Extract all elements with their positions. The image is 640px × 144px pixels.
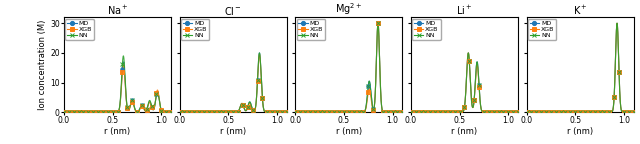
Title: Mg$^{2+}$: Mg$^{2+}$ (335, 1, 362, 17)
X-axis label: r (nm): r (nm) (336, 127, 362, 136)
Legend: MD, XGB, NN: MD, XGB, NN (528, 19, 556, 40)
X-axis label: r (nm): r (nm) (104, 127, 131, 136)
X-axis label: r (nm): r (nm) (220, 127, 246, 136)
Title: Cl$^-$: Cl$^-$ (224, 4, 242, 17)
Title: Na$^+$: Na$^+$ (107, 3, 128, 17)
Y-axis label: Ion concentration (M): Ion concentration (M) (38, 20, 47, 110)
Legend: MD, XGB, NN: MD, XGB, NN (412, 19, 440, 40)
Legend: MD, XGB, NN: MD, XGB, NN (296, 19, 325, 40)
Title: Li$^+$: Li$^+$ (456, 3, 473, 17)
Title: K$^+$: K$^+$ (573, 3, 588, 17)
Legend: MD, XGB, NN: MD, XGB, NN (65, 19, 93, 40)
X-axis label: r (nm): r (nm) (567, 127, 593, 136)
Legend: MD, XGB, NN: MD, XGB, NN (181, 19, 209, 40)
X-axis label: r (nm): r (nm) (451, 127, 477, 136)
